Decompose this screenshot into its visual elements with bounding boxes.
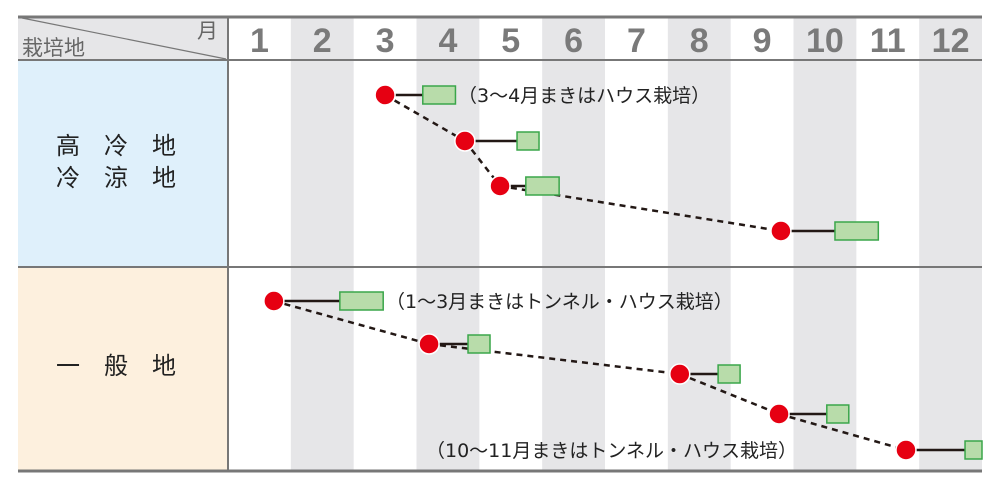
sequence-dashed-line <box>428 342 680 376</box>
region-highland-cell <box>18 60 228 267</box>
harvest-period-box <box>525 176 560 196</box>
diagonal-divider <box>21 17 227 60</box>
sowing-dot <box>489 175 511 197</box>
month-stripe <box>919 17 982 471</box>
sowing-dot <box>454 130 476 152</box>
month-header-label: 月 <box>197 19 218 43</box>
month-label-10: 10 <box>806 22 844 60</box>
general-note-2: （10〜11月まきはトンネル・ハウス栽培） <box>426 440 797 462</box>
harvest-period-box <box>834 221 880 241</box>
region-highland-name: 高 冷 地 <box>56 132 176 160</box>
month-label-11: 11 <box>870 22 906 60</box>
month-label-1: 1 <box>250 22 269 60</box>
harvest-period-box <box>516 131 540 151</box>
region-general-cell <box>18 267 228 471</box>
general-note-1: （1〜3月まきはトンネル・ハウス栽培） <box>386 291 733 313</box>
month-label-7: 7 <box>627 22 646 60</box>
month-stripe <box>542 17 605 471</box>
region-cool-name: 冷 涼 地 <box>56 164 176 192</box>
sowing-dot <box>770 220 792 242</box>
month-label-6: 6 <box>564 22 583 60</box>
month-stripe <box>793 17 857 471</box>
month-label-2: 2 <box>313 22 332 60</box>
harvest-period-box <box>826 404 850 424</box>
sowing-dot <box>895 439 917 461</box>
month-label-4: 4 <box>438 22 457 60</box>
month-label-5: 5 <box>501 22 520 60</box>
harvest-period-box <box>964 440 983 460</box>
sowing-dot <box>768 403 790 425</box>
sowing-dot <box>669 363 691 385</box>
month-label-12: 12 <box>932 22 970 60</box>
sowing-dot <box>418 333 440 355</box>
month-label-3: 3 <box>376 22 395 60</box>
harvest-period-box <box>339 291 384 311</box>
harvest-period-box <box>717 364 741 384</box>
region-general-name: 一 般 地 <box>56 352 176 380</box>
highland-note: （3〜4月まきはハウス栽培） <box>458 85 710 107</box>
harvest-period-box <box>422 85 457 105</box>
month-label-9: 9 <box>753 22 772 60</box>
month-stripe <box>667 17 731 471</box>
sowing-dot <box>374 84 396 106</box>
sowing-dot <box>263 290 285 312</box>
harvest-period-box <box>467 334 491 354</box>
month-label-8: 8 <box>690 22 709 60</box>
month-stripe <box>290 17 354 471</box>
region-header-label: 栽培地 <box>22 36 85 60</box>
sequence-dashed-line <box>679 372 780 416</box>
sequence-dashed-line <box>384 93 466 143</box>
sequence-dashed-line <box>273 299 430 346</box>
